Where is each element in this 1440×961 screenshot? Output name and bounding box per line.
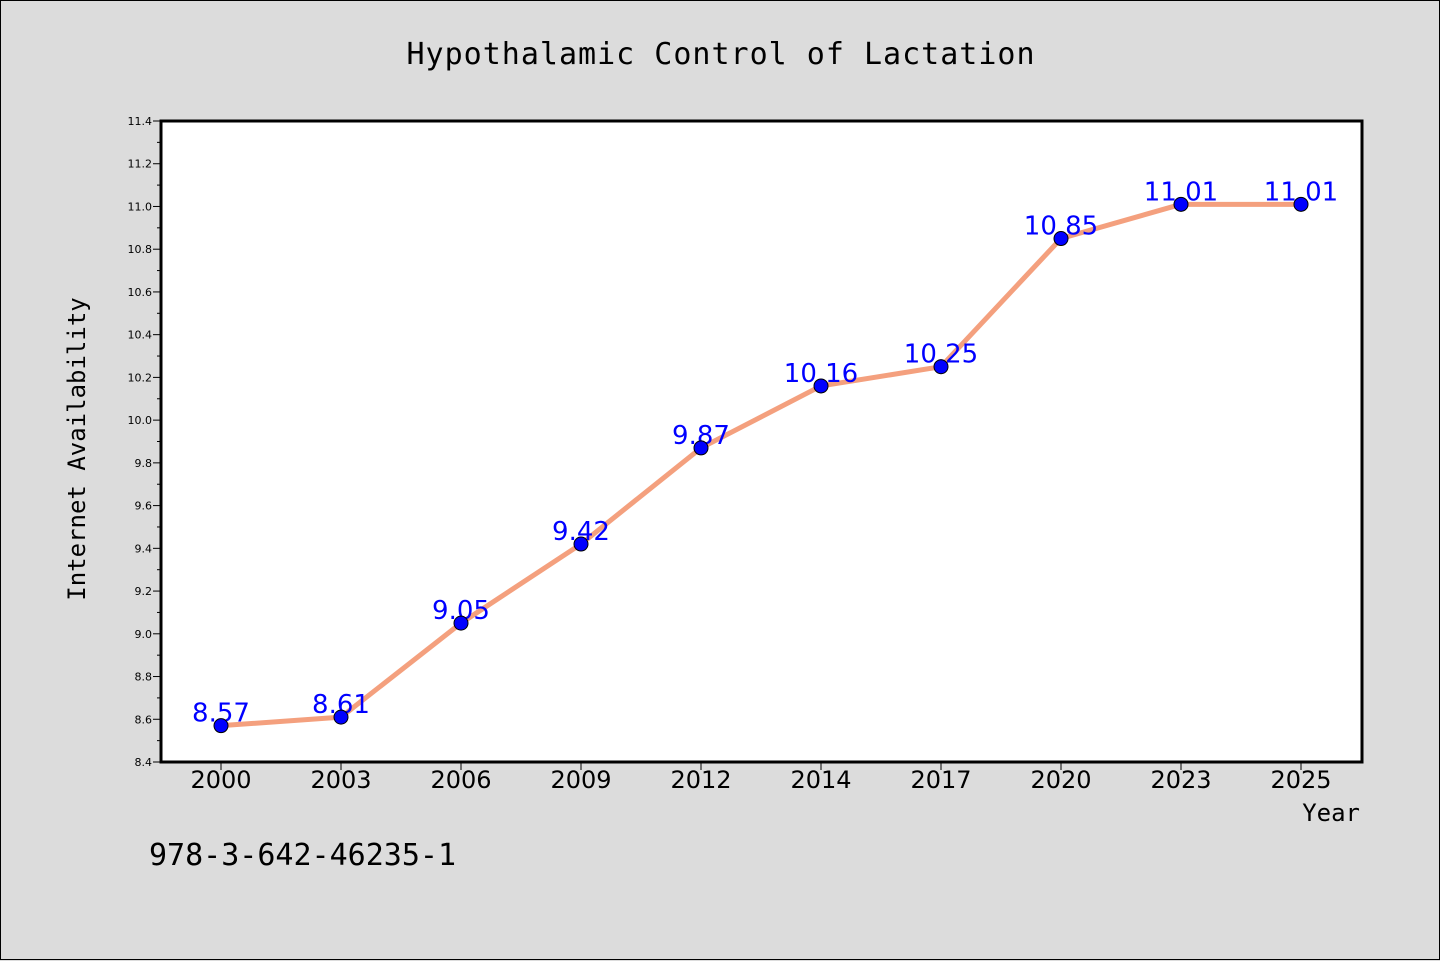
y-tick-label: 9.0 xyxy=(135,628,153,641)
plot-area xyxy=(161,121,1362,762)
x-tick-label: 2025 xyxy=(1270,766,1331,794)
x-tick-label: 2020 xyxy=(1030,766,1091,794)
data-point xyxy=(573,536,589,552)
data-point xyxy=(1173,196,1189,212)
data-point xyxy=(1053,231,1069,247)
x-axis-ticks: 2000 2003 2006 2009 2012 2014 2017 2020 2023 2025 xyxy=(190,762,1332,794)
data-point xyxy=(933,359,949,375)
data-point xyxy=(693,440,709,456)
y-tick-label: 10.4 xyxy=(128,329,153,342)
plot-frame xyxy=(159,119,1364,764)
y-tick-label: 9.8 xyxy=(135,457,153,470)
y-axis-label: Internet Availability xyxy=(63,297,91,600)
y-tick-label: 8.8 xyxy=(135,671,153,684)
y-tick-label: 8.6 xyxy=(135,713,153,726)
y-tick-label: 11.4 xyxy=(128,115,153,128)
x-tick-label: 2023 xyxy=(1150,766,1211,794)
y-tick-label: 10.0 xyxy=(128,414,153,427)
x-tick-label: 2012 xyxy=(670,766,731,794)
isbn-footer: 978-3-642-46235-1 xyxy=(149,838,456,873)
data-point xyxy=(813,378,829,394)
x-tick-label: 2017 xyxy=(910,766,971,794)
chart-title: Hypothalamic Control of Lactation xyxy=(406,37,1035,72)
x-tick-label: 2000 xyxy=(190,766,251,794)
y-tick-label: 9.2 xyxy=(135,585,153,598)
y-tick-label: 10.2 xyxy=(128,371,153,384)
y-tick-label: 11.2 xyxy=(128,158,153,171)
y-tick-label: 9.4 xyxy=(135,542,153,555)
y-tick-label: 10.8 xyxy=(128,243,153,256)
y-axis-ticks: 8.4 8.6 8.8 9.0 9.2 9.4 9.6 9.8 10.0 10.2 10.4 10.6… xyxy=(128,115,161,769)
data-point xyxy=(213,718,229,734)
data-markers xyxy=(213,196,1309,734)
x-axis-label: Year xyxy=(1302,799,1360,827)
y-tick-label: 9.6 xyxy=(135,500,153,513)
data-point xyxy=(1293,196,1309,212)
series-line xyxy=(220,201,1301,729)
x-tick-label: 2014 xyxy=(790,766,851,794)
y-tick-label: 8.4 xyxy=(135,756,153,769)
y-tick-label: 11.0 xyxy=(128,200,153,213)
x-tick-label: 2003 xyxy=(310,766,371,794)
x-tick-label: 2006 xyxy=(430,766,491,794)
y-tick-label: 10.6 xyxy=(128,286,153,299)
data-point xyxy=(333,709,349,725)
x-tick-label: 2009 xyxy=(550,766,611,794)
data-point xyxy=(453,615,469,631)
